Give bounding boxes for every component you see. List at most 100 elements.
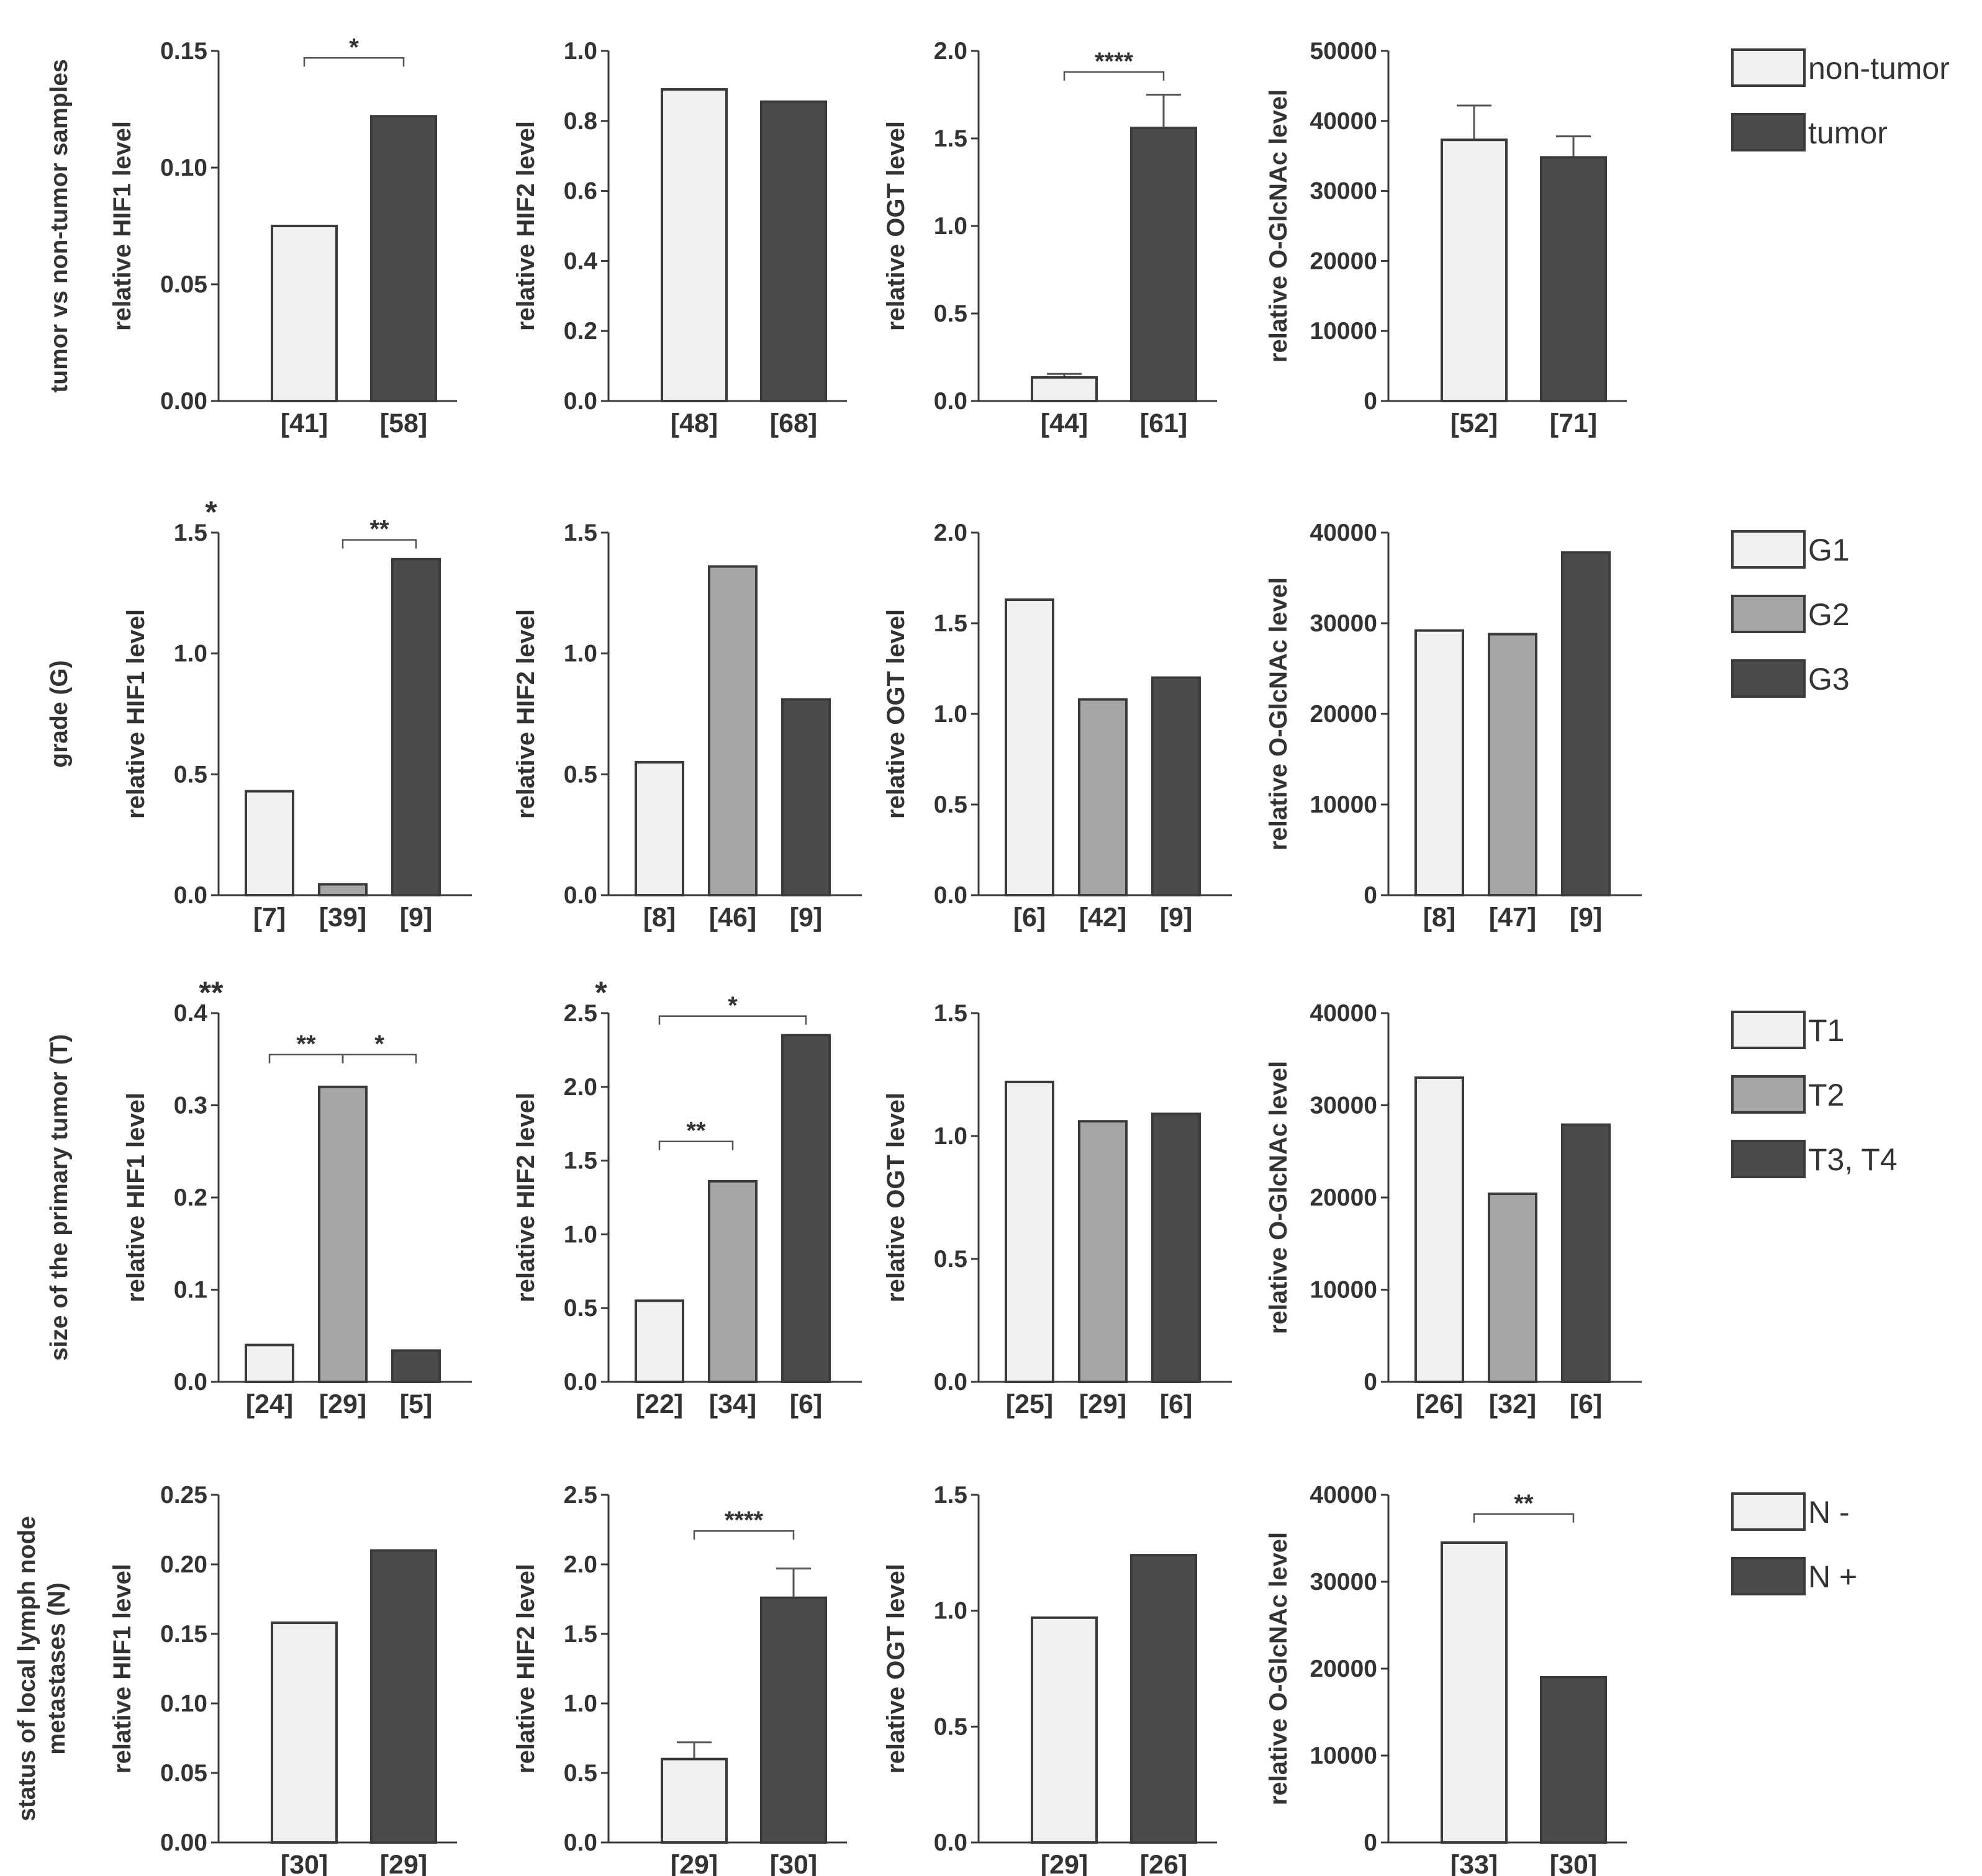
significance-label: ** — [296, 1030, 316, 1058]
y-axis-label: relative OGT level — [882, 1564, 910, 1774]
y-tick-label: 0.6 — [564, 178, 597, 205]
x-tick-label: [68] — [770, 408, 817, 438]
y-tick-label: 20000 — [1310, 248, 1377, 274]
bar — [661, 88, 728, 402]
y-tick-label: 0.5 — [934, 1246, 967, 1273]
x-tick-label: [39] — [319, 903, 366, 932]
row-label: size of the primary tumor (T) — [46, 1034, 73, 1361]
significance-label: ** — [686, 1117, 706, 1145]
y-tick-label: 0.0 — [934, 1829, 967, 1856]
overall-significance-label: * — [205, 495, 217, 530]
legend-label: G2 — [1808, 597, 1850, 632]
y-tick-label: 0.20 — [160, 1551, 207, 1578]
y-tick-label: 2.0 — [564, 1074, 597, 1101]
bar — [1561, 1123, 1611, 1384]
x-tick-label: [6] — [1160, 1389, 1193, 1419]
legend-swatch — [1731, 595, 1806, 633]
bar — [1130, 1554, 1197, 1844]
y-tick-label: 1.5 — [934, 1482, 967, 1508]
legend-label: T2 — [1808, 1078, 1844, 1112]
bar — [245, 790, 294, 896]
bar — [1561, 551, 1611, 896]
legend-swatch — [1731, 1075, 1806, 1114]
x-tick-label: [47] — [1489, 903, 1536, 932]
y-tick-label: 0.05 — [160, 1760, 207, 1787]
bar — [1414, 1076, 1464, 1383]
bar — [1005, 598, 1054, 896]
y-tick-label: 1.5 — [564, 520, 597, 546]
y-tick-label: 2.5 — [564, 1482, 597, 1508]
y-tick-label: 0.4 — [564, 248, 598, 274]
bar — [1151, 676, 1201, 896]
row-label-line: metastases (N) — [43, 1582, 70, 1754]
y-tick-label: 0.15 — [160, 1621, 207, 1648]
y-tick-label: 0.10 — [160, 155, 207, 181]
y-tick-label: 1.5 — [934, 610, 967, 637]
y-tick-label: 0.5 — [564, 761, 597, 788]
y-tick-label: 0.10 — [160, 1690, 207, 1717]
y-axis-label: relative HIF2 level — [512, 1093, 540, 1302]
y-axis-label: relative HIF1 level — [109, 1564, 136, 1774]
row-label-line: status of local lymph node — [14, 1516, 40, 1821]
y-axis-label: relative OGT level — [882, 121, 910, 331]
significance-label: * — [728, 992, 738, 1019]
y-tick-label: 1.0 — [564, 1221, 597, 1248]
y-tick-label: 0 — [1364, 388, 1377, 415]
y-tick-label: 20000 — [1310, 1656, 1377, 1682]
legend-label: N + — [1808, 1559, 1857, 1594]
y-tick-label: 0.4 — [174, 1000, 208, 1027]
row-2: grade (G) G1 G2 G3 0.0 0.5 1.0 1.5 relative HIF1… — [46, 495, 1850, 932]
legend-label: G3 — [1808, 662, 1850, 697]
significance-bracket — [1063, 71, 1165, 81]
y-tick-label: 1.5 — [174, 520, 207, 546]
legend-label: T1 — [1808, 1013, 1844, 1048]
y-tick-label: 40000 — [1310, 1000, 1377, 1027]
significance-bracket — [1473, 1513, 1575, 1523]
bar — [1488, 633, 1537, 897]
y-tick-label: 0.0 — [174, 1369, 207, 1396]
y-tick-label: 0 — [1364, 1829, 1377, 1856]
legend-swatch — [1731, 48, 1806, 87]
y-tick-label: 2.0 — [934, 520, 967, 546]
panel-4: 0 10000 20000 30000 40000 relative O-GlcNAc l… — [1265, 520, 1642, 932]
panel-4: 0 10000 20000 30000 40000 relative O-GlcNAc l… — [1265, 1482, 1627, 1876]
y-tick-label: 1.0 — [564, 641, 597, 667]
y-tick-label: 0.00 — [160, 1829, 207, 1856]
x-tick-label: [9] — [1160, 903, 1193, 932]
y-tick-label: 0.0 — [934, 1369, 967, 1396]
y-axis-label: relative HIF2 level — [512, 609, 540, 819]
significance-label: ** — [369, 516, 389, 543]
x-tick-label: [32] — [1489, 1389, 1536, 1419]
x-tick-label: [33] — [1450, 1850, 1498, 1876]
bar — [661, 1757, 728, 1844]
panel-4: 0 10000 20000 30000 40000 50000 relative O-Glc… — [1265, 38, 1627, 438]
x-tick-label: [42] — [1079, 903, 1126, 932]
x-tick-label: [26] — [1416, 1389, 1463, 1419]
significance-bracket — [693, 1530, 795, 1540]
bar — [271, 1621, 338, 1844]
panel-2: 0.0 0.5 1.0 1.5 relative HIF2 level [8] [46] [9… — [512, 520, 862, 932]
y-tick-label: 1.5 — [564, 1621, 597, 1648]
y-axis-label: relative O-GlcNAc level — [1265, 89, 1292, 363]
y-tick-label: 0.5 — [564, 1760, 597, 1787]
y-tick-label: 50000 — [1310, 38, 1377, 65]
y-tick-label: 10000 — [1310, 318, 1377, 345]
bar — [391, 1349, 441, 1384]
y-tick-label: 1.5 — [934, 1000, 967, 1027]
bar — [781, 1034, 831, 1383]
y-tick-label: 0.5 — [564, 1295, 597, 1322]
row-label-line: size of the primary tumor (T) — [46, 1034, 73, 1361]
significance-label: **** — [725, 1507, 764, 1534]
bar — [1130, 127, 1197, 403]
x-tick-label: [58] — [380, 408, 427, 438]
panel-1: 0.00 0.05 0.10 0.15 0.20 0.25 relative HIF1 le… — [109, 1482, 457, 1876]
y-tick-label: 30000 — [1310, 610, 1377, 637]
x-tick-label: [8] — [643, 903, 676, 932]
bar — [760, 100, 827, 402]
y-axis-label: relative OGT level — [882, 1093, 910, 1302]
y-tick-label: 1.5 — [934, 125, 967, 152]
bar — [318, 1085, 368, 1384]
y-axis-label: relative HIF1 level — [122, 1093, 150, 1302]
panel-4: 0 10000 20000 30000 40000 relative O-GlcNAc l… — [1265, 1000, 1642, 1419]
